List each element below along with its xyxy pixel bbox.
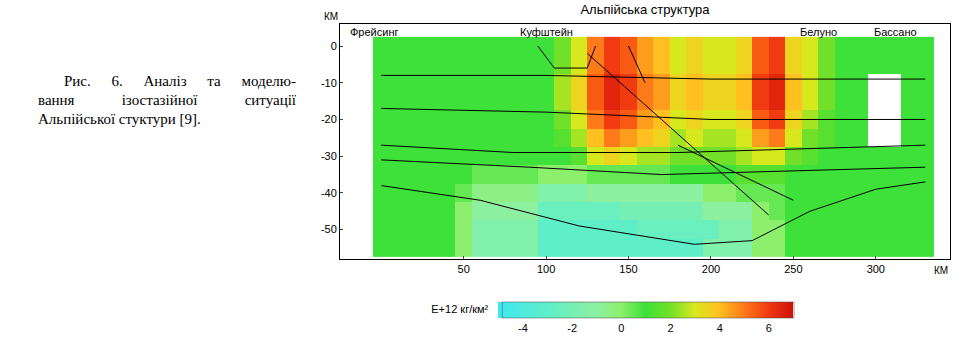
svg-text:100: 100 (537, 263, 555, 275)
svg-text:250: 250 (784, 263, 802, 275)
svg-text:Альпійська структура: Альпійська структура (580, 2, 710, 17)
svg-text:-4: -4 (518, 322, 528, 334)
svg-text:КМ: КМ (324, 11, 338, 22)
svg-text:-30: -30 (321, 150, 337, 162)
svg-text:-50: -50 (321, 223, 337, 235)
svg-text:0: 0 (331, 40, 337, 52)
svg-text:E+12 кг/км²: E+12 кг/км² (431, 303, 488, 315)
svg-text:300: 300 (867, 263, 885, 275)
svg-text:Белуно: Белуно (800, 26, 837, 38)
svg-text:Куфштейн: Куфштейн (520, 26, 573, 38)
svg-text:0: 0 (618, 322, 624, 334)
svg-text:КМ: КМ (934, 265, 948, 276)
svg-text:-20: -20 (321, 113, 337, 125)
html-text:вання ізостазійної ситуації: вання ізостазійної ситуації (38, 92, 296, 108)
svg-text:6: 6 (766, 322, 772, 334)
svg-text:-40: -40 (321, 187, 337, 199)
html-text:Рис. 6. Аналіз та моделю-: Рис. 6. Аналіз та моделю- (64, 73, 296, 89)
svg-text:-2: -2 (567, 322, 577, 334)
html-text:Альпійської стуктури [9].: Альпійської стуктури [9]. (38, 111, 201, 127)
svg-text:4: 4 (717, 322, 723, 334)
svg-text:50: 50 (458, 263, 470, 275)
svg-text:150: 150 (619, 263, 637, 275)
svg-text:200: 200 (702, 263, 720, 275)
svg-text:-10: -10 (321, 77, 337, 89)
svg-text:2: 2 (667, 322, 673, 334)
svg-text:Бассано: Бассано (874, 26, 917, 38)
svg-text:Фрейсинг: Фрейсинг (350, 26, 398, 38)
